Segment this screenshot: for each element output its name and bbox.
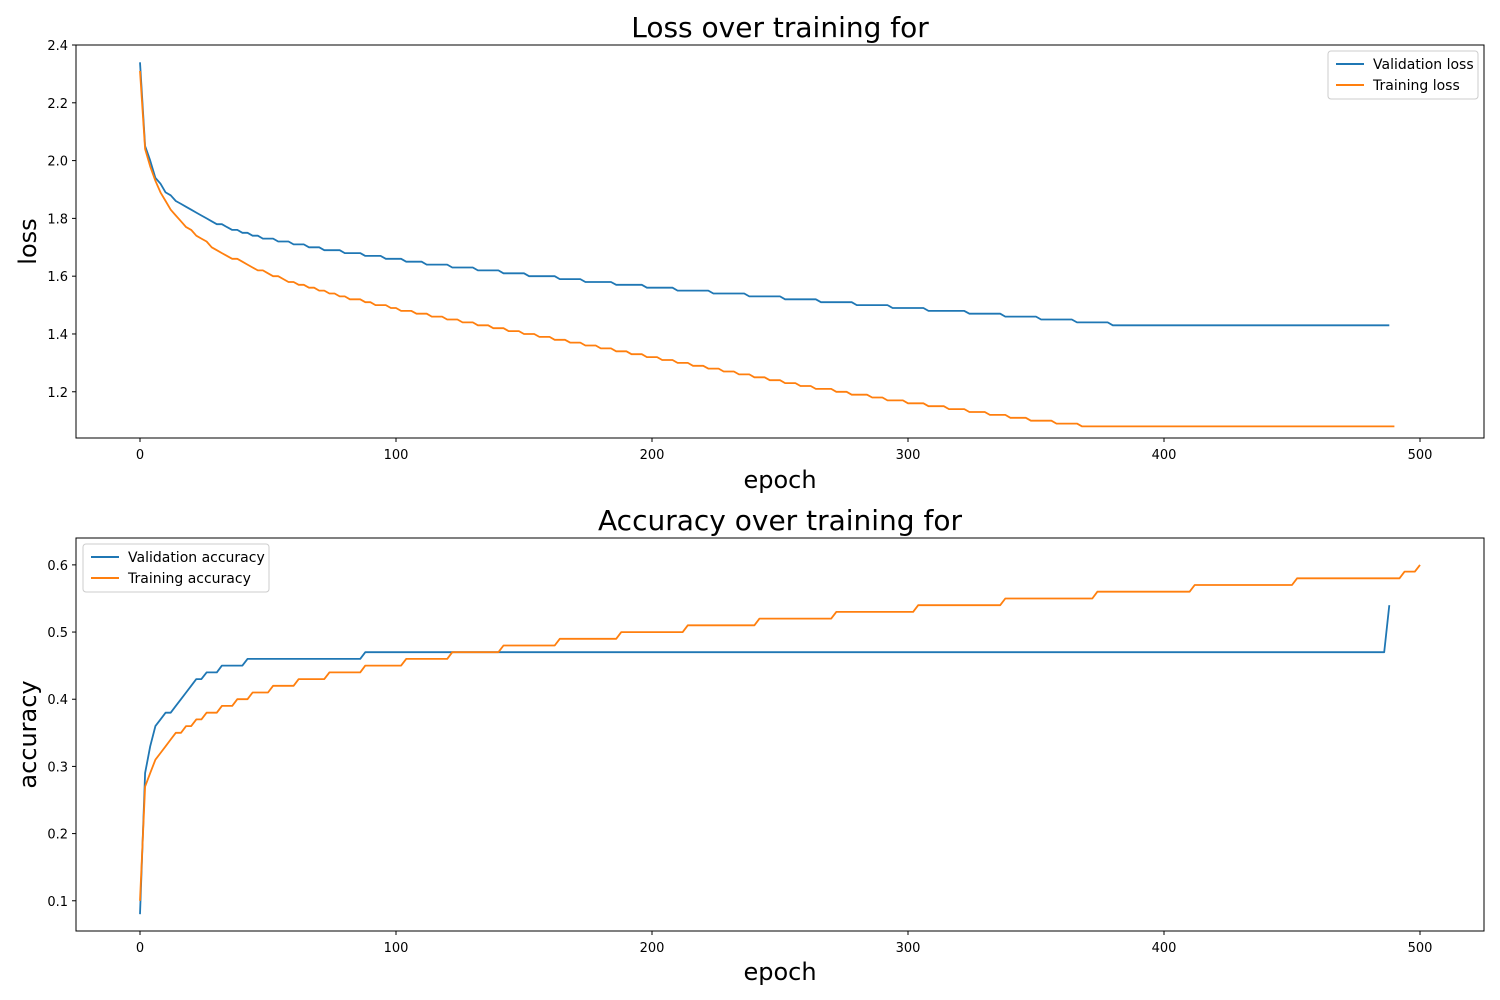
legend-box — [82, 543, 270, 593]
x-tick-label: 400 — [1152, 941, 1177, 956]
y-tick-label: 1.8 — [47, 212, 68, 227]
chart-title: Loss over training for — [631, 11, 929, 44]
series-line-training-accuracy — [139, 564, 1421, 901]
y-axis-label: loss — [14, 218, 42, 264]
x-tick-label: 300 — [896, 448, 921, 463]
y-tick-label: 1.4 — [47, 328, 68, 343]
x-tick-label: 500 — [1408, 448, 1433, 463]
y-tick-label: 2.4 — [47, 39, 68, 54]
x-tick-label: 400 — [1152, 448, 1177, 463]
y-tick-label: 0.1 — [47, 895, 68, 910]
legend-label: Training accuracy — [127, 571, 251, 587]
y-tick-label: 1.6 — [47, 270, 68, 285]
legend: Validation loss Training loss — [1327, 50, 1479, 100]
axes-frame — [75, 537, 1485, 932]
x-axis-label: epoch — [743, 958, 816, 986]
x-tick-label: 0 — [136, 941, 144, 956]
series-line-validation-loss — [139, 62, 1390, 327]
y-axis-label: accuracy — [14, 680, 42, 788]
legend-label: Validation loss — [1373, 57, 1474, 73]
y-tick-label: 0.5 — [47, 626, 68, 641]
x-tick-label: 300 — [896, 941, 921, 956]
x-tick-label: 200 — [640, 448, 665, 463]
chart-title: Accuracy over training for — [598, 504, 962, 537]
y-tick-label: 2.2 — [47, 97, 68, 112]
x-tick-label: 0 — [136, 448, 144, 463]
x-tick-label: 100 — [384, 941, 409, 956]
y-tick-label: 0.4 — [47, 693, 68, 708]
legend: Validation accuracy Training accuracy — [82, 543, 270, 593]
y-tick-label: 0.6 — [47, 559, 68, 574]
x-tick-label: 500 — [1408, 941, 1433, 956]
legend-box — [1327, 50, 1479, 100]
subplot-accuracy: Accuracy over training for 0 100 200 300 400 5… — [14, 504, 1485, 986]
axes-frame — [75, 44, 1485, 439]
y-tick-label: 2.0 — [47, 155, 68, 170]
x-tick-label: 200 — [640, 941, 665, 956]
y-tick-label: 0.2 — [47, 828, 68, 843]
series-line-validation-accuracy — [139, 605, 1391, 915]
legend-label: Training loss — [1372, 78, 1460, 94]
y-tick-label: 0.3 — [47, 760, 68, 775]
y-tick-label: 1.2 — [47, 386, 68, 401]
legend-label: Validation accuracy — [128, 550, 265, 566]
x-axis-label: epoch — [743, 466, 816, 494]
series-line-training-loss — [139, 70, 1395, 428]
x-tick-label: 100 — [384, 448, 409, 463]
subplot-loss: Loss over training for 0 100 200 300 400 500 1.… — [14, 11, 1485, 494]
